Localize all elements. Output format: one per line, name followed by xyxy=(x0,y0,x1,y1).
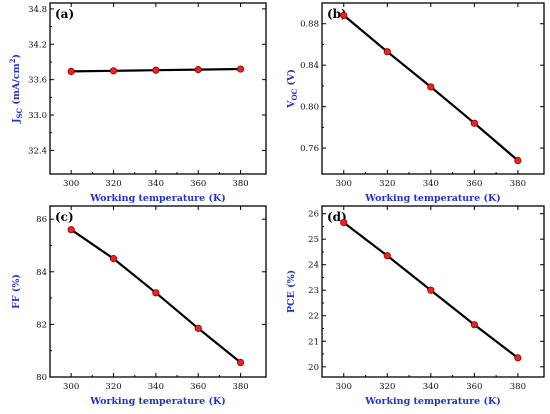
y-tick-label: 22 xyxy=(308,312,319,322)
y-tick-label: 21 xyxy=(308,337,319,347)
x-tick-label: 380 xyxy=(510,179,526,189)
panel-label: (a) xyxy=(55,7,74,21)
plot-frame xyxy=(321,2,545,175)
plot-frame xyxy=(49,205,267,378)
x-tick-label: 320 xyxy=(105,382,121,392)
x-axis-title: Working temperature (K) xyxy=(364,193,501,204)
y-tick-label: 33.0 xyxy=(28,111,47,121)
y-tick-label: 80 xyxy=(36,373,47,383)
data-point xyxy=(194,324,202,332)
data-point xyxy=(67,226,75,234)
x-tick-label: 380 xyxy=(232,179,248,189)
x-tick-label: 380 xyxy=(510,382,526,392)
data-point xyxy=(109,255,118,263)
y-axis-title: JSC (mA/cm2) xyxy=(8,54,24,124)
data-point xyxy=(427,286,435,294)
x-tick-label: 380 xyxy=(232,382,248,392)
y-tick-label: 0.76 xyxy=(300,144,319,154)
y-tick-label: 26 xyxy=(308,210,319,220)
data-point xyxy=(236,65,245,73)
x-tick-label: 360 xyxy=(190,382,206,392)
data-point xyxy=(470,119,478,127)
x-axis-title: Working temperature (K) xyxy=(364,396,501,407)
y-tick-label: 0.88 xyxy=(300,20,319,30)
y-tick-label: 23 xyxy=(308,286,319,296)
y-axis-title: FF (%) xyxy=(11,274,22,309)
data-point xyxy=(514,156,522,165)
x-tick-label: 320 xyxy=(379,382,395,392)
data-point xyxy=(194,66,202,74)
x-tick-label: 320 xyxy=(105,179,121,189)
panel-label: (c) xyxy=(55,210,74,224)
data-point xyxy=(236,358,245,367)
y-axis-title: PCE (%) xyxy=(286,270,297,313)
data-point xyxy=(340,218,348,227)
chart-panel-3: 300 320 340 360 380 80 82 84 86 (c) Working temper… xyxy=(11,205,267,407)
x-axis-title: Working temperature (K) xyxy=(89,193,226,204)
x-tick-label: 340 xyxy=(423,179,439,189)
x-tick-label: 300 xyxy=(336,179,352,189)
y-axis-title: VOC (V) xyxy=(286,69,299,109)
y-tick-label: 0.84 xyxy=(300,61,319,71)
x-tick-label: 360 xyxy=(466,179,482,189)
x-tick-label: 300 xyxy=(336,382,352,392)
x-tick-label: 340 xyxy=(148,382,164,392)
data-point xyxy=(514,354,522,362)
data-point xyxy=(470,321,478,329)
x-tick-label: 340 xyxy=(423,382,439,392)
y-tick-label: 34.8 xyxy=(28,5,47,15)
x-axis-title: Working temperature (K) xyxy=(89,396,226,407)
data-point xyxy=(383,252,391,260)
y-tick-label: 32.4 xyxy=(28,146,47,156)
plot-frame xyxy=(321,205,545,378)
y-tick-label: 33.6 xyxy=(28,76,47,86)
data-point xyxy=(340,11,348,20)
x-tick-label: 360 xyxy=(466,382,482,392)
y-tick-label: 34.2 xyxy=(28,40,47,50)
data-point xyxy=(152,289,160,297)
chart-panel-1: 300 320 340 360 380 32.4 33.0 33.6 34.2 34.8 (a) Wo… xyxy=(8,2,267,204)
plot-frame xyxy=(49,2,267,175)
y-tick-label: 84 xyxy=(36,268,47,278)
data-point xyxy=(427,83,435,91)
x-tick-label: 320 xyxy=(379,179,395,189)
y-tick-label: 86 xyxy=(36,215,47,225)
y-tick-label: 25 xyxy=(308,235,319,245)
x-tick-label: 360 xyxy=(190,179,206,189)
x-tick-label: 300 xyxy=(63,179,79,189)
y-tick-label: 0.80 xyxy=(300,103,319,113)
x-tick-label: 300 xyxy=(63,382,79,392)
y-tick-label: 82 xyxy=(36,320,47,330)
y-tick-label: 20 xyxy=(308,363,319,373)
data-point xyxy=(109,67,118,75)
data-point xyxy=(152,66,160,74)
data-point xyxy=(383,48,391,56)
data-point xyxy=(67,67,75,76)
y-tick-label: 24 xyxy=(308,261,319,271)
x-tick-label: 340 xyxy=(148,179,164,189)
chart-panel-2: 300 320 340 360 3800.760.800.840.88(b)Workin… xyxy=(286,2,545,204)
